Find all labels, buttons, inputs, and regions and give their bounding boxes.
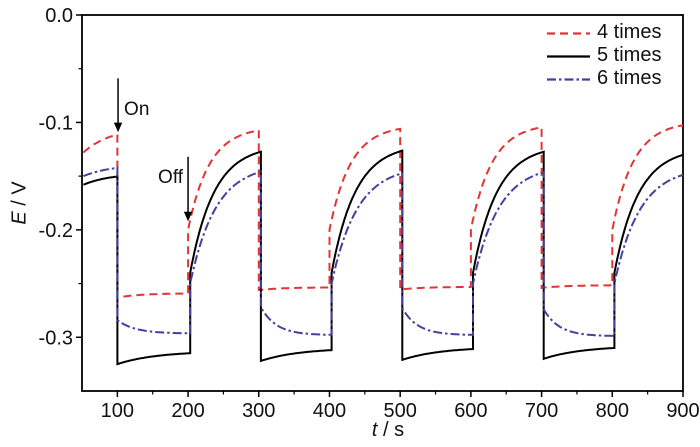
legend-label: 4 times xyxy=(597,21,662,43)
series-curve-6-times xyxy=(83,166,684,337)
y-tick-label: -0.3 xyxy=(39,327,73,349)
x-tick-label: 800 xyxy=(596,400,629,422)
y-tick-label: 0.0 xyxy=(45,5,73,27)
legend-item-4-times: 4 times xyxy=(546,21,661,44)
legend-line-sample-dashed xyxy=(547,31,590,35)
legend-line-sample-solid xyxy=(547,54,590,58)
x-tick-label: 200 xyxy=(171,400,204,422)
y-axis-separator: / xyxy=(8,194,31,212)
x-tick-label: 500 xyxy=(383,400,416,422)
y-tick-label: -0.2 xyxy=(39,220,73,242)
y-tick-label: -0.1 xyxy=(39,112,73,134)
legend-label: 6 times xyxy=(597,67,662,89)
x-axis-unit: s xyxy=(394,419,405,441)
x-axis-title: t / s xyxy=(372,419,404,442)
x-tick-label: 700 xyxy=(525,400,558,422)
y-axis-title: E / V xyxy=(9,181,32,224)
x-axis-separator: / xyxy=(377,419,395,441)
legend-item-6-times: 6 times xyxy=(546,67,661,90)
x-tick-label: 600 xyxy=(454,400,487,422)
annotation-off-label: Off xyxy=(158,166,184,188)
annotation-arrowhead xyxy=(183,211,193,222)
legend-line-sample-dash-dot xyxy=(547,77,590,81)
x-tick-label: 900 xyxy=(666,400,699,422)
x-axis-variable: t xyxy=(371,419,378,441)
series-curve-5-times xyxy=(83,149,684,366)
legend: 4 times 5 times 6 times xyxy=(546,21,661,90)
legend-label: 5 times xyxy=(597,44,662,66)
x-tick-label: 300 xyxy=(242,400,275,422)
series-curve-4-times xyxy=(82,124,684,299)
annotation-on-label: On xyxy=(124,99,150,121)
legend-item-5-times: 5 times xyxy=(546,44,661,67)
x-tick-label: 100 xyxy=(101,400,134,422)
y-axis-unit: V xyxy=(8,181,31,195)
plot-border xyxy=(81,14,684,392)
y-axis-variable: E xyxy=(8,211,31,225)
annotation-arrowhead xyxy=(113,122,123,133)
x-tick-label: 400 xyxy=(313,400,346,422)
